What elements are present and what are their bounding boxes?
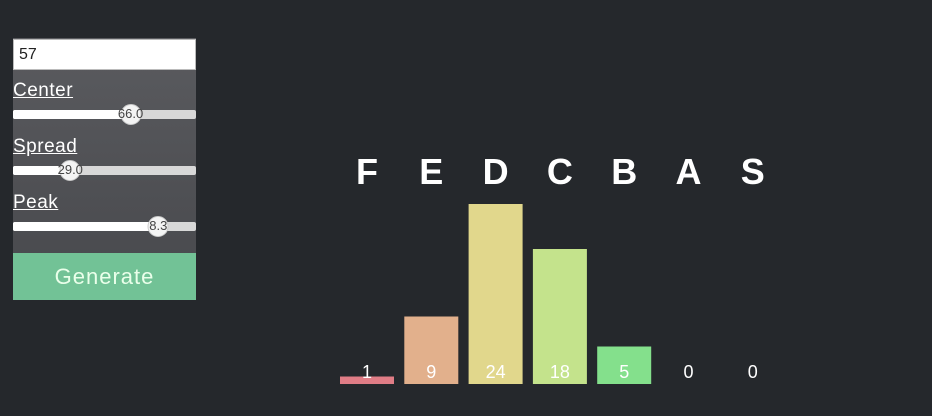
grade-label-e: E	[419, 151, 443, 192]
count-label-d: 24	[486, 362, 506, 382]
peak-slider-fill	[13, 222, 159, 231]
spread-slider-thumb[interactable]	[59, 160, 81, 181]
count-input[interactable]	[13, 39, 196, 70]
center-label: Center	[13, 80, 74, 101]
count-label-e: 9	[426, 362, 436, 382]
center-slider-fill	[13, 110, 131, 119]
count-label-a: 0	[683, 362, 693, 382]
peak-slider[interactable]: 8.3	[13, 216, 196, 237]
spread-slider[interactable]: 29.0	[13, 160, 196, 181]
peak-label: Peak	[13, 192, 59, 213]
peak-slider-thumb[interactable]	[147, 216, 169, 237]
bar-d	[468, 204, 523, 384]
generate-button[interactable]: Generate	[13, 253, 196, 300]
spread-slider-value: 29.0	[57, 162, 83, 177]
controls-panel: Center 66.0 Spread 29.0 Peak 8.3 Generat…	[13, 38, 196, 300]
bar-f	[340, 376, 394, 384]
grade-label-b: B	[611, 151, 637, 192]
count-label-b: 5	[619, 362, 629, 382]
grade-label-d: D	[483, 151, 509, 192]
grade-label-f: F	[356, 151, 378, 192]
center-slider[interactable]: 66.0	[13, 104, 196, 125]
bar-c	[532, 249, 587, 384]
bar-e	[404, 316, 459, 384]
spread-label: Spread	[13, 136, 78, 157]
spread-slider-fill	[13, 166, 71, 175]
center-slider-thumb[interactable]	[120, 104, 142, 125]
count-label-f: 1	[362, 362, 372, 382]
bar-b	[597, 346, 652, 384]
grade-label-a: A	[676, 151, 702, 192]
peak-slider-value: 8.3	[149, 218, 168, 233]
grade-label-s: S	[741, 151, 765, 192]
count-label-c: 18	[550, 362, 570, 382]
grade-label-c: C	[547, 151, 573, 192]
count-label-s: 0	[748, 362, 758, 382]
center-slider-value: 66.0	[117, 106, 144, 121]
